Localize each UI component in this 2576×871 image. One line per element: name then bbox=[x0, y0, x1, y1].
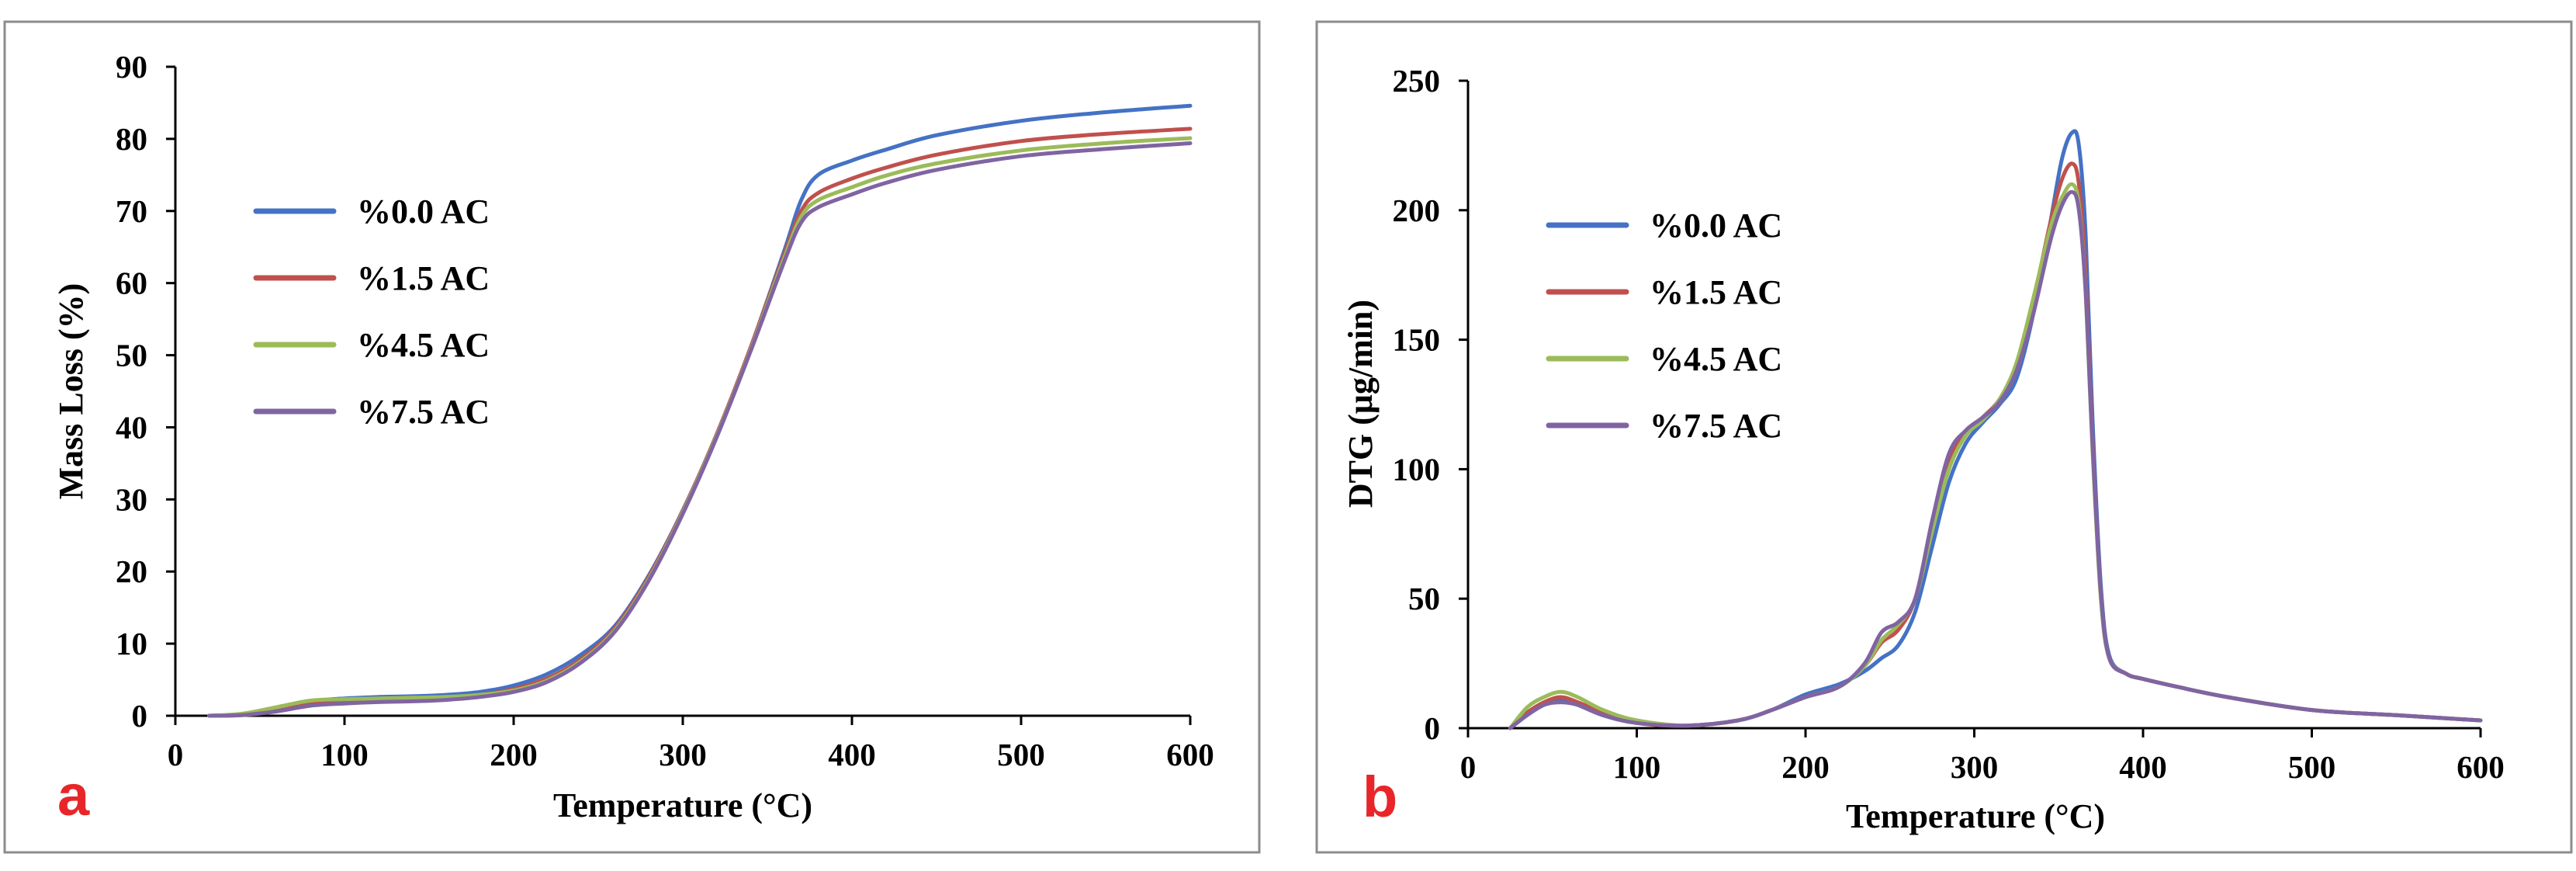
y-axis-title: Mass Loss (%) bbox=[52, 283, 90, 500]
x-tick-label: 200 bbox=[490, 737, 538, 772]
x-tick-label: 500 bbox=[997, 737, 1045, 772]
x-tick-label: 200 bbox=[1781, 749, 1830, 785]
chart-frame bbox=[3, 20, 1261, 854]
legend-label-3: %4.5 AC bbox=[357, 326, 490, 364]
y-tick-label: 20 bbox=[116, 553, 147, 589]
x-axis-title: Temperature (°C) bbox=[1846, 797, 2105, 835]
x-tick-label: 100 bbox=[320, 737, 369, 772]
x-tick-label: 300 bbox=[1951, 749, 1999, 785]
y-tick-label: 100 bbox=[1393, 451, 1441, 487]
y-tick-label: 90 bbox=[116, 49, 147, 85]
y-tick-label: 30 bbox=[116, 481, 147, 517]
y-tick-label: 80 bbox=[116, 121, 147, 157]
x-tick-label: 0 bbox=[168, 737, 184, 772]
x-tick-label: 600 bbox=[1166, 737, 1214, 772]
panel-label: b bbox=[1362, 765, 1397, 829]
series-line-4 bbox=[207, 141, 1193, 718]
x-axis-title: Temperature (°C) bbox=[553, 786, 812, 824]
legend-label-4: %7.5 AC bbox=[357, 393, 490, 431]
legend-label-2: %1.5 AC bbox=[1650, 273, 1782, 311]
legend-label-4: %7.5 AC bbox=[1650, 407, 1782, 445]
x-tick-label: 400 bbox=[828, 737, 876, 772]
y-tick-label: 70 bbox=[116, 193, 147, 229]
y-tick-label: 0 bbox=[132, 698, 148, 734]
legend-label-2: %1.5 AC bbox=[357, 259, 490, 297]
series-line-3 bbox=[1508, 182, 2483, 730]
x-tick-label: 0 bbox=[1460, 749, 1477, 785]
x-tick-label: 100 bbox=[1613, 749, 1661, 785]
chart-panel-b: 0 50 100 150 200 250 0 100 200 300 400 500 600 %0.0 A… bbox=[1315, 20, 2573, 854]
x-tick-label: 600 bbox=[2457, 749, 2505, 785]
legend: %0.0 AC %1.5 AC %4.5 AC %7.5 AC bbox=[253, 193, 490, 431]
y-tick-label: 60 bbox=[116, 265, 147, 301]
y-tick-label: 150 bbox=[1393, 322, 1441, 358]
y-tick-label: 200 bbox=[1393, 193, 1441, 228]
y-axis-title: DTG (μg/min) bbox=[1342, 300, 1380, 508]
y-tick-label: 0 bbox=[1425, 710, 1441, 746]
x-tick-label: 500 bbox=[2288, 749, 2336, 785]
y-tick-label: 250 bbox=[1393, 63, 1441, 99]
y-tick-label: 40 bbox=[116, 409, 147, 445]
legend-label-3: %4.5 AC bbox=[1650, 340, 1782, 378]
y-tick-label: 10 bbox=[116, 626, 147, 661]
legend-label-1: %0.0 AC bbox=[1650, 206, 1782, 245]
panel-label: a bbox=[57, 763, 90, 828]
x-tick-label: 300 bbox=[659, 737, 707, 772]
series-line-4 bbox=[1508, 189, 2483, 730]
legend-label-1: %0.0 AC bbox=[357, 193, 490, 231]
chart-panel-a: 0 10 20 30 40 50 60 70 80 90 0 100 200 300 400 500 600 %0… bbox=[3, 20, 1261, 854]
series-line-2 bbox=[1508, 161, 2483, 730]
x-tick-label: 400 bbox=[2119, 749, 2167, 785]
chart-frame bbox=[1315, 20, 2573, 854]
y-tick-label: 50 bbox=[116, 338, 147, 373]
legend: %0.0 AC %1.5 AC %4.5 AC %7.5 AC bbox=[1546, 206, 1782, 445]
y-tick-label: 50 bbox=[1408, 581, 1440, 616]
